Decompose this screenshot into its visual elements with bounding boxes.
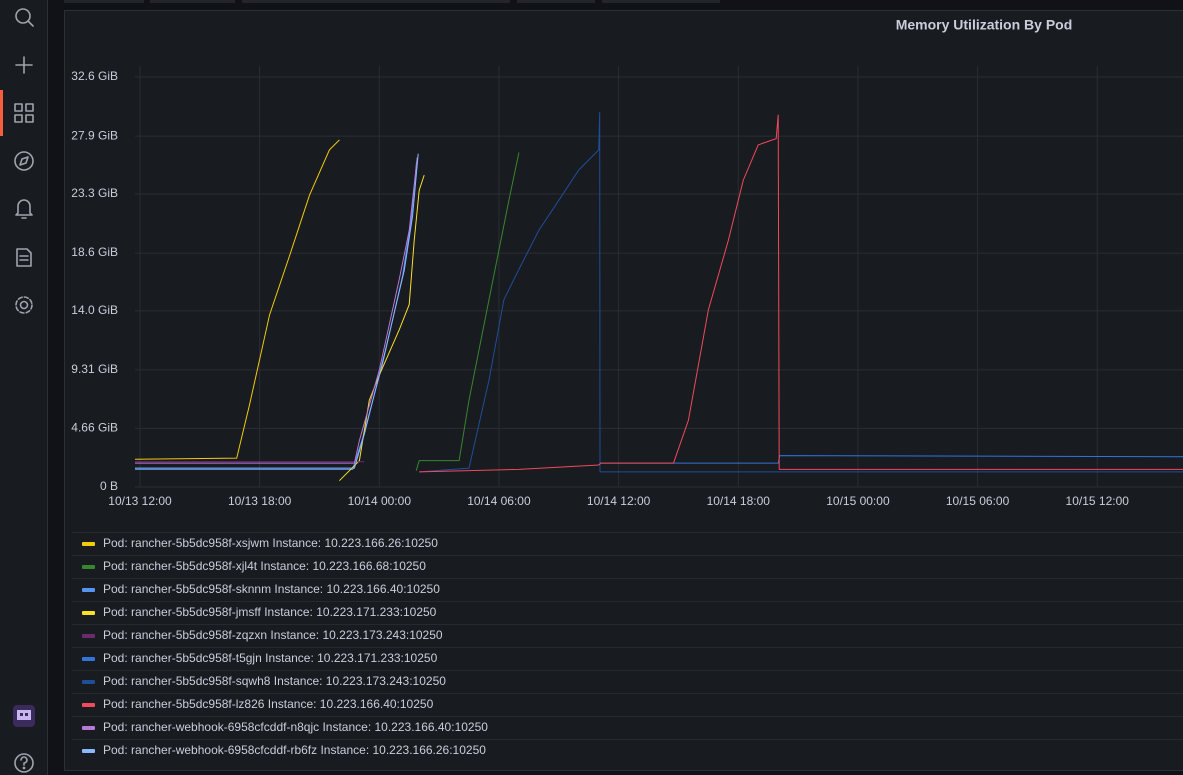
- x-tick-label: 10/13 12:00: [108, 494, 172, 508]
- x-tick-label: 10/13 18:00: [228, 494, 292, 508]
- y-tick-label: 18.6 GiB: [71, 245, 118, 259]
- legend-label: Pod: rancher-5b5dc958f-xjl4t Instance: 1…: [103, 559, 426, 573]
- settings-icon[interactable]: [15, 296, 33, 314]
- top-tabs: [64, 0, 720, 3]
- legend-label: Pod: rancher-5b5dc958f-sknnm Instance: 1…: [103, 582, 440, 596]
- series-line: [419, 114, 1183, 473]
- explore-icon[interactable]: [14, 151, 34, 171]
- plot: [135, 112, 1183, 482]
- user-avatar[interactable]: [13, 705, 35, 727]
- x-tick-label: 10/14 00:00: [348, 494, 412, 508]
- legend: Pod: rancher-5b5dc958f-xsjwm Instance: 1…: [72, 532, 1183, 757]
- series-line: [135, 153, 419, 469]
- legend-label: Pod: rancher-5b5dc958f-lz826 Instance: 1…: [103, 697, 434, 711]
- legend-label: Pod: rancher-5b5dc958f-xsjwm Instance: 1…: [103, 536, 438, 550]
- x-tick-label: 10/14 18:00: [707, 494, 771, 508]
- search-icon[interactable]: [15, 8, 34, 27]
- legend-label: Pod: rancher-webhook-6958cfcddf-n8qjc In…: [103, 720, 488, 734]
- y-tick-label: 14.0 GiB: [71, 303, 118, 317]
- series-line: [415, 152, 520, 471]
- series-line: [135, 162, 417, 470]
- legend-label: Pod: rancher-5b5dc958f-jmsff Instance: 1…: [103, 605, 437, 619]
- y-tick-label: 4.66 GiB: [71, 421, 118, 435]
- legend-swatch: [82, 657, 95, 661]
- x-tick-label: 10/14 06:00: [467, 494, 531, 508]
- grid: 0 B 4.66 GiB 9.31 GiB 14.0 GiB 18.6 GiB 23.3 …: [71, 66, 1183, 508]
- y-tick-label: 23.3 GiB: [71, 186, 118, 200]
- y-tick-label: 27.9 GiB: [71, 128, 118, 142]
- legend-swatch: [82, 542, 95, 546]
- x-tick-label: 10/14 12:00: [587, 494, 651, 508]
- series-line: [419, 112, 1183, 473]
- legend-swatch: [82, 703, 95, 707]
- panel-title: Memory Utilization By Pod: [896, 17, 1073, 33]
- active-indicator: [0, 90, 3, 136]
- legend-swatch: [82, 726, 95, 730]
- series-line: [135, 157, 418, 464]
- y-tick-label: 32.6 GiB: [71, 69, 118, 83]
- x-tick-label: 10/15 12:00: [1066, 494, 1130, 508]
- legend-label: Pod: rancher-5b5dc958f-zqzxn Instance: 1…: [103, 628, 443, 642]
- panel: [64, 10, 1183, 771]
- help-icon[interactable]: [14, 753, 34, 773]
- legend-swatch: [82, 565, 95, 569]
- create-icon[interactable]: [15, 56, 33, 74]
- legend-swatch: [82, 680, 95, 684]
- legend-label: Pod: rancher-5b5dc958f-t5gjn Instance: 1…: [103, 651, 438, 665]
- legend-swatch: [82, 611, 95, 615]
- legend-label: Pod: rancher-5b5dc958f-sqwh8 Instance: 1…: [103, 674, 446, 688]
- series-line: [135, 139, 340, 460]
- legend-swatch: [82, 749, 95, 753]
- dashboards-icon[interactable]: [14, 103, 34, 123]
- reports-icon[interactable]: [16, 248, 32, 267]
- x-tick-label: 10/15 00:00: [826, 494, 890, 508]
- sidebar: [0, 0, 47, 775]
- legend-swatch: [82, 588, 95, 592]
- alerting-icon[interactable]: [15, 199, 33, 219]
- legend-label: Pod: rancher-webhook-6958cfcddf-rb6fz In…: [103, 743, 486, 757]
- y-tick-label: 9.31 GiB: [71, 362, 118, 376]
- y-tick-label: 0 B: [100, 479, 118, 493]
- x-tick-label: 10/15 06:00: [946, 494, 1010, 508]
- legend-swatch: [82, 634, 95, 638]
